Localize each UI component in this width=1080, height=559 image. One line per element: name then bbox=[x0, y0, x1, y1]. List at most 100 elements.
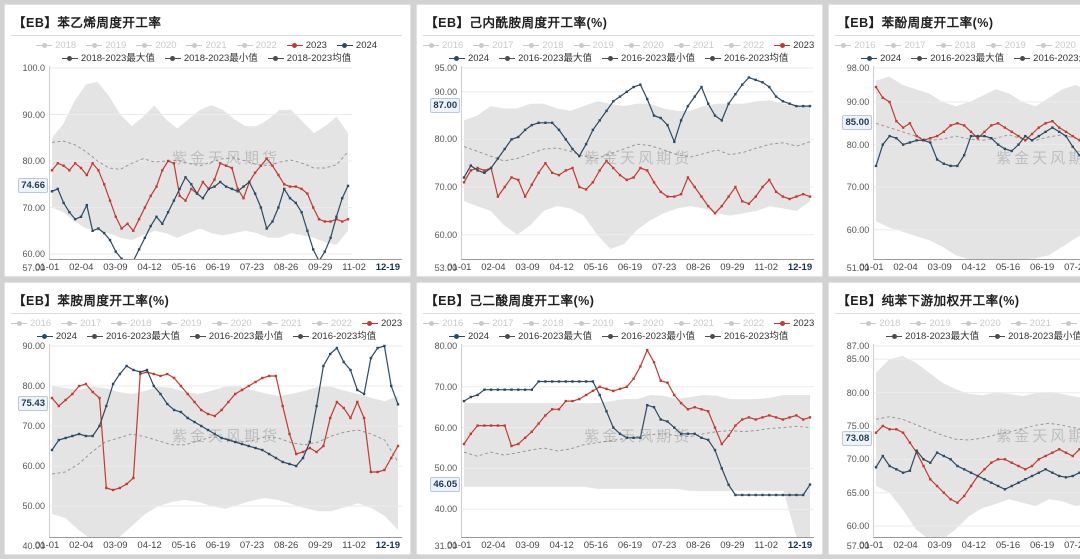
legend-item-2018[interactable]: 2018 bbox=[860, 317, 900, 330]
legend-item-2024[interactable]: 2024 bbox=[861, 52, 901, 65]
legend-item-2023[interactable]: 2023 bbox=[361, 317, 402, 330]
chart-title: 【EB】己二酸周度开工率(%) bbox=[423, 289, 815, 314]
legend-item-2019[interactable]: 2019 bbox=[86, 39, 126, 52]
series-2023-line bbox=[463, 159, 811, 215]
legend-label: 2023 bbox=[793, 40, 815, 51]
series-2023-marker bbox=[700, 408, 703, 411]
series-2024-marker bbox=[768, 493, 771, 497]
legend-item-2016-2023最小值[interactable]: 2016-2023最小值 bbox=[189, 330, 283, 343]
legend-item-2023[interactable]: 2023 bbox=[774, 317, 814, 330]
legend-item-2021[interactable]: 2021 bbox=[1010, 317, 1051, 330]
legend-item-2018-2023均值[interactable]: 2018-2023均值 bbox=[267, 52, 351, 65]
legend-item-2016-2023最大值[interactable]: 2016-2023最大值 bbox=[86, 330, 180, 343]
series-2023-marker bbox=[530, 430, 534, 433]
legend-item-2016[interactable]: 2016 bbox=[423, 39, 463, 52]
y-tick-label: 87.00 bbox=[846, 341, 870, 351]
legend-item-2017[interactable]: 2017 bbox=[61, 317, 101, 330]
legend-label: 2022 bbox=[255, 40, 277, 51]
legend-item-2024[interactable]: 2024 bbox=[36, 330, 77, 343]
mean-line bbox=[876, 122, 1080, 141]
legend-item-2017[interactable]: 2017 bbox=[885, 39, 926, 52]
legend-label: 2020 bbox=[1054, 40, 1076, 51]
legend-item-2021[interactable]: 2021 bbox=[673, 317, 714, 330]
legend-item-2016-2023均值[interactable]: 2016-2023均值 bbox=[704, 330, 788, 343]
legend-item-2022[interactable]: 2022 bbox=[236, 39, 277, 52]
legend-item-2020[interactable]: 2020 bbox=[623, 317, 664, 330]
legend-item-2018[interactable]: 2018 bbox=[111, 317, 151, 330]
legend-item-2018-2023最大值[interactable]: 2018-2023最大值 bbox=[886, 330, 979, 343]
legend-item-2018-2023最小值[interactable]: 2018-2023最小值 bbox=[989, 330, 1080, 343]
x-tick-label: 12-19 bbox=[787, 540, 813, 551]
minmax-band bbox=[52, 82, 348, 245]
x-tick-label: 04-12 bbox=[549, 262, 574, 273]
legend-item-2016-2023均值[interactable]: 2016-2023均值 bbox=[704, 52, 788, 65]
series-2023-marker bbox=[323, 220, 326, 223]
legend-item-2024[interactable]: 2024 bbox=[448, 52, 489, 65]
legend-item-2018-2023最大值[interactable]: 2018-2023最大值 bbox=[61, 52, 155, 65]
legend-item-2023[interactable]: 2023 bbox=[286, 39, 327, 52]
series-2024-marker bbox=[625, 90, 629, 93]
legend-item-2019[interactable]: 2019 bbox=[573, 39, 614, 52]
legend-item-2018[interactable]: 2018 bbox=[935, 39, 976, 52]
legend-item-2023[interactable]: 2023 bbox=[774, 39, 814, 52]
series-2023-marker bbox=[598, 385, 602, 388]
series-2024-marker bbox=[213, 185, 216, 188]
series-2023-marker bbox=[659, 190, 663, 193]
series-2023-marker bbox=[936, 134, 939, 138]
legend-item-2020[interactable]: 2020 bbox=[960, 317, 1001, 330]
plot-area: 紫金天风期货 bbox=[461, 66, 815, 260]
legend-item-2019[interactable]: 2019 bbox=[985, 39, 1026, 52]
series-2024-line bbox=[463, 76, 811, 178]
series-2023-marker bbox=[734, 185, 737, 189]
legend-item-2016-2023最大值[interactable]: 2016-2023最大值 bbox=[911, 52, 1004, 65]
legend-item-2024[interactable]: 2024 bbox=[448, 330, 489, 343]
y-tick-label: 80.00 bbox=[22, 381, 45, 391]
series-2023-marker bbox=[537, 171, 540, 174]
legend-item-2016-2023最小值[interactable]: 2016-2023最小值 bbox=[602, 330, 695, 343]
legend-item-2021[interactable]: 2021 bbox=[673, 39, 714, 52]
legend-item-2020[interactable]: 2020 bbox=[211, 317, 252, 330]
series-2024-marker bbox=[530, 388, 534, 391]
legend-item-2016-2023最大值[interactable]: 2016-2023最大值 bbox=[499, 52, 592, 65]
legend-item-2016[interactable]: 2016 bbox=[423, 317, 463, 330]
series-2023-marker bbox=[775, 190, 778, 193]
series-2024-marker bbox=[300, 211, 303, 214]
x-tick-label: 06-19 bbox=[1029, 262, 1055, 273]
legend-item-2017[interactable]: 2017 bbox=[473, 317, 513, 330]
legend-item-2020[interactable]: 2020 bbox=[1035, 39, 1076, 52]
x-tick-label: 01-01 bbox=[35, 262, 60, 273]
legend-item-2019[interactable]: 2019 bbox=[161, 317, 202, 330]
legend-item-2018[interactable]: 2018 bbox=[523, 39, 564, 52]
legend-item-2016[interactable]: 2016 bbox=[11, 317, 51, 330]
series-2024-marker bbox=[184, 176, 187, 179]
series-2024-marker bbox=[1065, 476, 1068, 479]
series-2023-marker bbox=[734, 424, 737, 427]
legend-item-2021[interactable]: 2021 bbox=[261, 317, 302, 330]
legend-item-2022[interactable]: 2022 bbox=[723, 317, 764, 330]
legend-item-2022[interactable]: 2022 bbox=[723, 39, 764, 52]
legend-item-2017[interactable]: 2017 bbox=[473, 39, 513, 52]
series-2024-marker bbox=[315, 404, 318, 408]
series-2024-marker bbox=[462, 176, 466, 179]
legend-item-2019[interactable]: 2019 bbox=[910, 317, 951, 330]
legend-item-2020[interactable]: 2020 bbox=[136, 39, 176, 52]
series-2023-marker bbox=[795, 195, 798, 198]
legend-item-2018[interactable]: 2018 bbox=[523, 317, 564, 330]
series-2023-marker bbox=[1031, 132, 1034, 136]
legend-item-2022[interactable]: 2022 bbox=[311, 317, 352, 330]
legend-item-2022[interactable]: 2022 bbox=[1060, 317, 1080, 330]
legend-row: 2024 2016-2023最大值 2016-2023最小值 2016-2023均值 bbox=[11, 330, 402, 343]
legend-item-2016-2023最小值[interactable]: 2016-2023最小值 bbox=[1014, 52, 1080, 65]
legend-item-2020[interactable]: 2020 bbox=[623, 39, 664, 52]
legend-item-2016-2023最大值[interactable]: 2016-2023最大值 bbox=[499, 330, 592, 343]
legend-item-2024[interactable]: 2024 bbox=[336, 39, 377, 52]
legend-item-2019[interactable]: 2019 bbox=[573, 317, 614, 330]
legend-item-2018[interactable]: 2018 bbox=[36, 39, 76, 52]
legend-item-2021[interactable]: 2021 bbox=[186, 39, 227, 52]
plot-area: 紫金天风期货 bbox=[49, 66, 403, 260]
legend-item-2016-2023均值[interactable]: 2016-2023均值 bbox=[292, 330, 376, 343]
legend-item-2016[interactable]: 2016 bbox=[835, 39, 875, 52]
legend-item-2016-2023最小值[interactable]: 2016-2023最小值 bbox=[602, 52, 695, 65]
legend-item-2018-2023最小值[interactable]: 2018-2023最小值 bbox=[164, 52, 258, 65]
